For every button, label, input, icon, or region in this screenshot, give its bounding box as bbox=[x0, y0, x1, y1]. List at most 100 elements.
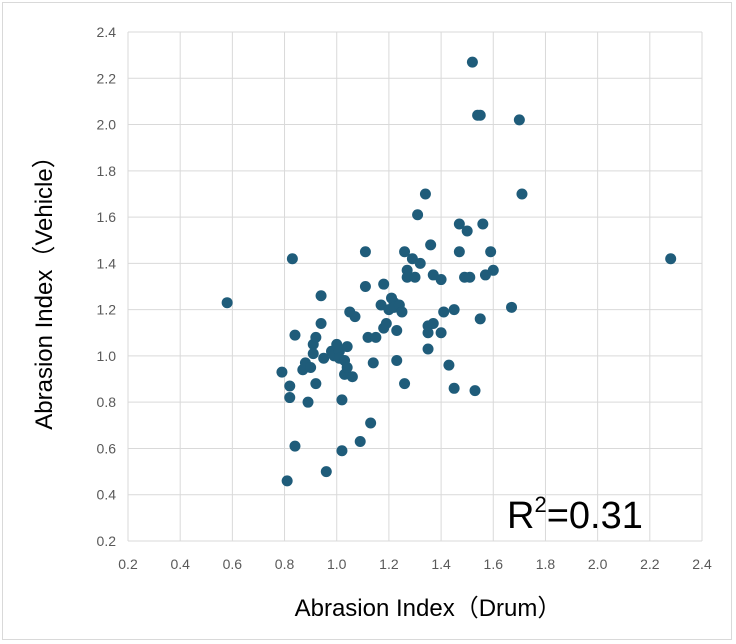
scatter-point bbox=[359, 246, 371, 258]
scatter-point bbox=[412, 209, 424, 221]
scatter-point bbox=[422, 327, 434, 339]
scatter-point bbox=[516, 188, 528, 200]
scatter-point bbox=[665, 253, 677, 265]
scatter-point bbox=[399, 246, 411, 258]
scatter-point bbox=[289, 329, 301, 341]
x-tick-label: 0.4 bbox=[170, 556, 190, 572]
scatter-point bbox=[474, 109, 486, 121]
scatter-point bbox=[438, 306, 450, 318]
x-tick-labels: 0.2 0.4 0.6 0.8 1.0 1.2 1.4 1.6 1.8 2.0 2.2 2.4 bbox=[118, 556, 712, 572]
scatter-point bbox=[289, 440, 301, 452]
y-tick-label: 1.2 bbox=[97, 302, 117, 318]
scatter-point bbox=[506, 301, 518, 313]
scatter-point bbox=[380, 318, 392, 330]
y-tick-label: 0.2 bbox=[97, 533, 117, 549]
y-tick-label: 1.4 bbox=[97, 255, 117, 271]
x-tick-label: 2.4 bbox=[692, 556, 712, 572]
y-tick-label: 2.4 bbox=[97, 24, 117, 40]
scatter-point bbox=[443, 359, 455, 371]
scatter-point bbox=[276, 366, 288, 378]
y-tick-label: 0.4 bbox=[97, 487, 117, 503]
r-squared-annotation: R2=0.31 bbox=[507, 492, 643, 537]
x-tick-label: 0.2 bbox=[118, 556, 138, 572]
x-tick-label: 0.8 bbox=[275, 556, 295, 572]
scatter-point bbox=[425, 239, 437, 251]
scatter-point bbox=[367, 357, 379, 369]
scatter-point bbox=[448, 304, 460, 316]
scatter-point bbox=[469, 385, 481, 397]
x-tick-label: 1.4 bbox=[431, 556, 451, 572]
scatter-point bbox=[315, 290, 327, 302]
x-tick-label: 2.0 bbox=[588, 556, 608, 572]
scatter-point bbox=[427, 318, 439, 330]
scatter-point bbox=[378, 278, 390, 290]
scatter-point bbox=[349, 311, 361, 323]
x-tick-label: 1.8 bbox=[536, 556, 556, 572]
scatter-point bbox=[414, 257, 426, 269]
scatter-point bbox=[474, 313, 486, 325]
scatter-point bbox=[399, 378, 411, 390]
scatter-point bbox=[487, 264, 499, 276]
scatter-point bbox=[341, 341, 353, 353]
y-tick-label: 2.2 bbox=[97, 70, 117, 86]
scatter-point bbox=[336, 394, 348, 406]
scatter-point bbox=[346, 371, 358, 383]
scatter-point bbox=[281, 475, 293, 487]
y-tick-label: 0.6 bbox=[97, 440, 117, 456]
scatter-point bbox=[419, 188, 431, 200]
scatter-point bbox=[409, 271, 421, 283]
scatter-point bbox=[359, 281, 371, 292]
scatter-point bbox=[391, 324, 403, 336]
scatter-point bbox=[391, 355, 403, 367]
scatter-point bbox=[453, 246, 465, 258]
scatter-point bbox=[453, 218, 465, 230]
scatter-point bbox=[305, 361, 317, 373]
x-tick-label: 0.6 bbox=[223, 556, 243, 572]
x-tick-label: 2.2 bbox=[640, 556, 660, 572]
scatter-point bbox=[362, 331, 374, 343]
r-squared-superscript: 2 bbox=[534, 492, 546, 517]
scatter-point bbox=[422, 343, 434, 355]
scatter-point bbox=[318, 352, 330, 364]
scatter-point bbox=[435, 274, 447, 286]
x-tick-label: 1.0 bbox=[327, 556, 347, 572]
scatter-point bbox=[307, 348, 319, 360]
y-tick-label: 1.0 bbox=[97, 348, 117, 364]
r-squared-value: =0.31 bbox=[547, 495, 643, 537]
scatter-point bbox=[461, 225, 473, 237]
x-tick-label: 1.2 bbox=[379, 556, 399, 572]
scatter-point bbox=[365, 417, 377, 429]
y-tick-label: 1.8 bbox=[97, 163, 117, 179]
scatter-point bbox=[485, 246, 497, 258]
scatter-point bbox=[466, 56, 478, 68]
scatter-point bbox=[302, 396, 314, 408]
y-tick-labels: 0.2 0.4 0.6 0.8 1.0 1.2 1.4 1.6 1.8 2.0 2.2 2.4 bbox=[97, 24, 117, 549]
data-points bbox=[221, 56, 677, 487]
x-axis-title: Abrasion Index（Drum） bbox=[295, 595, 562, 622]
r-squared-base: R bbox=[507, 495, 534, 537]
scatter-point bbox=[354, 436, 366, 448]
scatter-point bbox=[284, 380, 296, 392]
x-tick-label: 1.6 bbox=[484, 556, 504, 572]
scatter-point bbox=[221, 297, 233, 309]
scatter-point bbox=[341, 361, 353, 373]
scatter-point bbox=[315, 318, 327, 330]
scatter-point bbox=[284, 392, 296, 404]
scatter-point bbox=[320, 466, 332, 478]
y-axis-title: Abrasion Index（Vehicle） bbox=[31, 144, 58, 430]
scatter-point bbox=[370, 331, 382, 343]
scatter-point bbox=[464, 271, 476, 283]
y-tick-label: 2.0 bbox=[97, 117, 117, 133]
scatter-point bbox=[435, 327, 447, 339]
y-tick-label: 0.8 bbox=[97, 394, 117, 410]
scatter-point bbox=[396, 306, 408, 318]
scatter-point bbox=[286, 253, 298, 265]
scatter-point bbox=[448, 382, 460, 394]
scatter-point bbox=[310, 331, 322, 343]
scatter-point bbox=[336, 445, 348, 457]
gridlines bbox=[127, 31, 703, 542]
scatter-point bbox=[513, 114, 525, 126]
scatter-point bbox=[310, 378, 322, 390]
